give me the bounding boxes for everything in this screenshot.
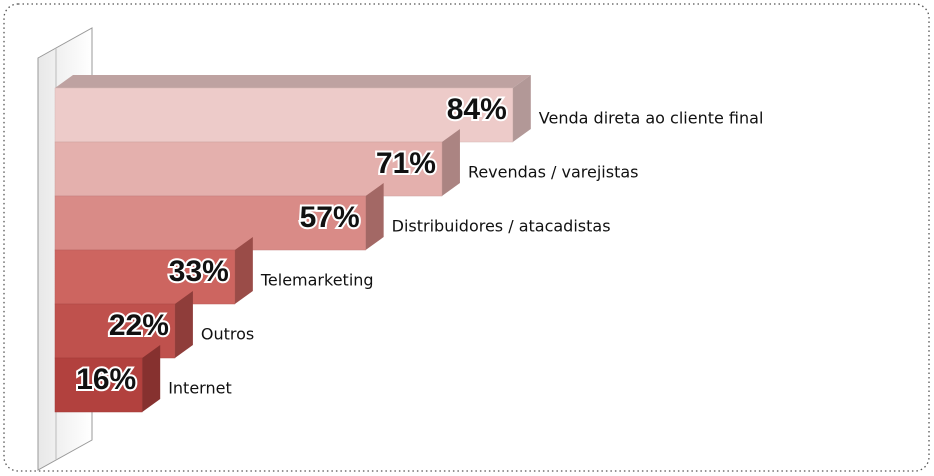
bar-top — [55, 75, 531, 88]
value-label: 22% — [109, 309, 169, 342]
category-label: Revendas / varejistas — [468, 163, 639, 182]
bar-side — [234, 237, 253, 304]
bar — [54, 87, 514, 143]
bar — [54, 141, 443, 197]
category-label: Internet — [168, 379, 232, 398]
category-label: Telemarketing — [260, 271, 374, 290]
value-label: 33% — [169, 255, 229, 288]
value-label: 84% — [447, 93, 507, 126]
bar-side — [142, 345, 161, 412]
bar — [54, 357, 143, 413]
bar — [54, 249, 236, 305]
category-label: Outros — [201, 325, 254, 344]
bar-side — [365, 183, 384, 250]
bar — [54, 195, 366, 251]
value-label: 71% — [376, 147, 436, 180]
bar-side — [174, 291, 193, 358]
value-label: 57% — [300, 201, 360, 234]
category-label: Venda direta ao cliente final — [539, 109, 764, 128]
bar-side — [441, 129, 460, 196]
category-label: Distribuidores / atacadistas — [392, 217, 611, 236]
bar-side — [512, 75, 531, 142]
frame — [3, 3, 930, 472]
value-label: 16% — [76, 363, 136, 396]
